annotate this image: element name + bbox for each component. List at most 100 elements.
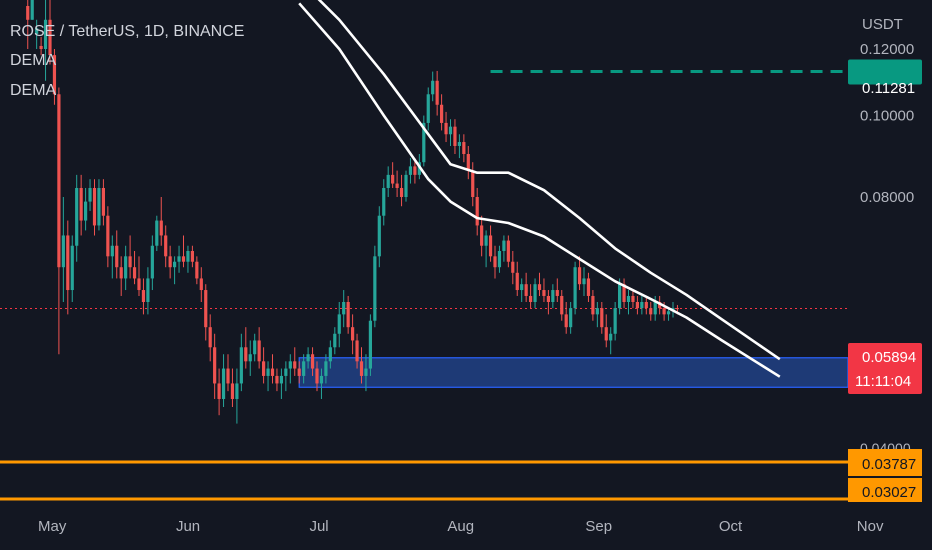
candle-body [351,327,355,341]
candle-body [537,284,542,291]
candle-body [244,347,248,362]
candle-body [569,308,573,328]
time-axis-tick: Jun [176,518,200,535]
candle-body [649,308,653,315]
dema-line-slow [298,2,781,378]
candle-body [208,327,212,348]
candle-body [560,295,564,315]
time-axis-tick: Sep [585,518,612,535]
candle-body [622,284,626,303]
candle-body [373,256,377,321]
candle-body [480,225,484,246]
high-line-price-label-bg [848,59,922,85]
candle-body [626,295,631,303]
candle-body [395,183,399,188]
candle-body [653,302,657,315]
candle-body [546,295,550,303]
candle-body [448,126,453,135]
time-axis[interactable]: May Jun Jul Aug Sep Oct Nov [38,518,884,535]
candle-body [555,290,559,296]
candlestick-series [26,0,680,424]
candle-body [284,368,288,376]
candle-body [364,368,368,376]
candle-body [137,278,141,291]
candle-body [288,361,292,369]
candle-body [181,256,186,262]
price-axis-tick: 0.10000 [860,108,914,125]
candle-body [399,187,404,197]
price-axis-unit: USDT [862,16,903,33]
last-price-label-bg [848,343,922,394]
candle-body [586,278,591,296]
candle-body [279,375,283,384]
candle-body [315,368,319,384]
candle-body [92,187,97,226]
candle-body [57,94,61,268]
candle-body [146,278,150,303]
candle-body [235,383,239,399]
candle-body [84,201,88,221]
candle-body [213,347,217,384]
candle-body [190,250,194,262]
candle-body [422,122,426,163]
indicator-label-dema-2: DEMA [10,82,57,99]
candle-body [413,166,417,175]
candle-body [35,28,39,35]
candle-body [333,333,337,348]
candle-body [306,354,310,362]
candle-body [239,347,243,384]
candle-body [52,55,57,95]
time-axis-tick: May [38,518,67,535]
candle-body [631,295,635,303]
candle-body [297,368,301,376]
candle-body [377,215,381,257]
candle-body [666,311,671,315]
candle-body [466,154,470,171]
candle-body [61,235,65,268]
candle-body [542,290,546,296]
demand-zone-rect[interactable] [298,357,849,388]
candle-body [337,314,341,334]
candle-body [511,261,515,273]
candle-body [275,375,279,384]
candle-body [221,368,226,399]
candle-body [79,187,83,221]
candle-body [573,267,577,309]
candle-body [115,245,119,268]
time-axis-tick: Nov [857,518,884,535]
candle-body [110,245,114,257]
candle-body [506,240,510,262]
demand-zone[interactable] [298,357,849,388]
candle-body [88,187,92,202]
candle-body [168,256,172,268]
price-labels: 0.11281 0.05894 11:11:04 0.03787 0.03027 [848,59,922,502]
indicator-label-dema-1: DEMA [10,52,57,69]
candle-body [141,290,146,303]
candle-body [132,267,137,279]
candle-body [595,308,599,315]
candle-body [253,340,257,355]
support-1-price-label-bg [848,449,922,476]
candle-body [248,354,252,362]
candle-body [173,261,177,268]
last-price-label: 0.05894 [862,349,916,366]
candle-body [457,142,461,146]
dema-lines [298,0,781,378]
candle-body [658,302,662,309]
candle-body [644,302,648,309]
price-axis-ticks: 0.12000 0.10000 0.08000 [860,41,914,206]
candle-body [101,187,105,216]
candle-body [324,361,328,376]
time-axis-tick: Oct [719,518,743,535]
candle-body [155,220,159,246]
candle-body [97,187,101,226]
candle-body [604,327,608,341]
candle-body [386,174,390,188]
dema-line-fast [317,0,781,361]
candle-body [359,361,364,376]
candle-body [75,187,79,246]
candle-body [328,347,332,362]
